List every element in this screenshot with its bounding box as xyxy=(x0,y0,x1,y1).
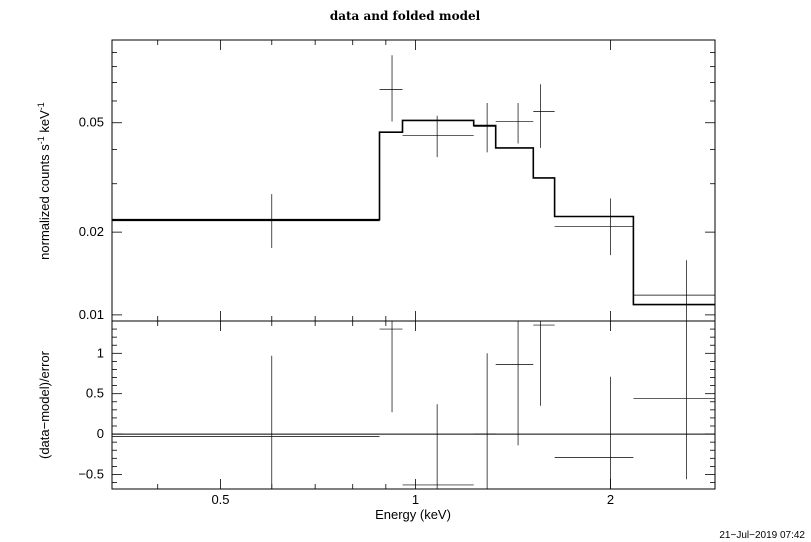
timestamp: 21−Jul−2019 07:42 xyxy=(719,530,805,541)
x-axis-label: Energy (keV) xyxy=(375,507,451,522)
x-tick-label: 0.5 xyxy=(211,492,229,507)
y-tick-label: 0.05 xyxy=(79,115,104,130)
residual-data-points xyxy=(112,321,715,489)
folded-model-line xyxy=(112,119,715,306)
y-tick-label: 0.01 xyxy=(79,307,104,322)
spectrum-ticks: 0.01 0.02 0.05 xyxy=(79,39,715,322)
residual-y-axis-label: (data−model)/error xyxy=(37,350,52,459)
y-tick-label: 0.5 xyxy=(86,386,104,401)
y-tick-label: 0.02 xyxy=(79,224,104,239)
y-tick-label: 1 xyxy=(97,345,104,360)
x-tick-label: 1 xyxy=(412,492,419,507)
spectrum-panel: 0.01 0.02 0.05 normalized counts s-1 keV-1 xyxy=(36,39,716,322)
spectrum-y-axis-label: normalized counts s-1 keV-1 xyxy=(36,102,52,260)
residual-panel: 0.5 1 2 −0.5 0 0.5 1 (data−model)/error Energy… xyxy=(37,320,716,522)
chart-title: data and folded model xyxy=(330,9,481,23)
residual-panel-frame xyxy=(111,320,716,490)
y-tick-label: −0.5 xyxy=(78,466,104,481)
spectrum-panel-frame xyxy=(111,39,716,322)
residual-ticks: 0.5 1 2 −0.5 0 0.5 1 xyxy=(78,321,715,507)
spectrum-data-points xyxy=(112,55,715,321)
y-tick-label: 0 xyxy=(97,426,104,441)
x-tick-label: 2 xyxy=(607,492,614,507)
